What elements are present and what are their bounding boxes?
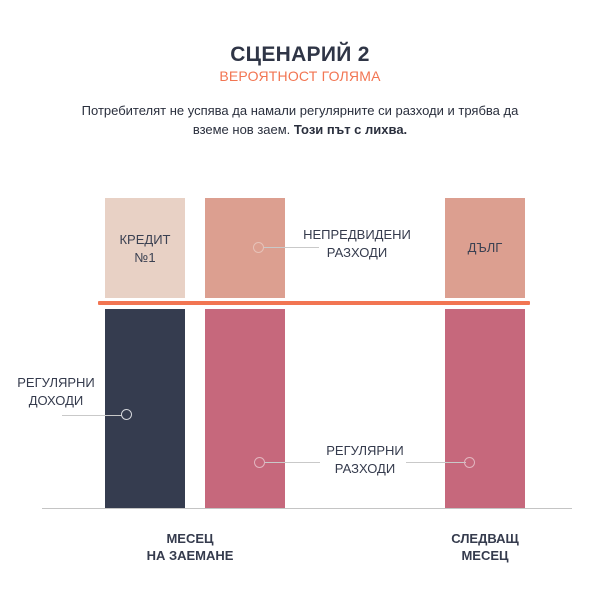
unexpected-callout-line [264,247,319,248]
income-callout-line1: РЕГУЛЯРНИ [17,375,95,390]
x-label-next-month: СЛЕДВАЩ МЕСЕЦ [425,530,545,564]
expenses-callout-dot-left [254,457,265,468]
unexpected-callout-line2: РАЗХОДИ [326,245,388,260]
unexpected-expenses-bar [205,198,285,298]
credit-label: КРЕДИТ №1 [105,231,185,267]
debt-bar: ДЪЛГ [445,198,525,298]
credit-bar: КРЕДИТ №1 [105,198,185,298]
income-callout-dot [121,409,132,420]
debt-label: ДЪЛГ [467,240,503,255]
expenses-callout-line-right [406,462,466,463]
x-label-loan-month: МЕСЕЦ НА ЗАЕМАНЕ [125,530,255,564]
income-callout: РЕГУЛЯРНИ ДОХОДИ [4,374,108,410]
credit-label-line2: №1 [134,250,156,265]
probability-subtitle: ВЕРОЯТНОСТ ГОЛЯМА [219,68,381,84]
description-text: Потребителят не успява да намали регуляр… [81,103,519,137]
description-emphasis: Този път с лихва. [293,122,408,137]
unexpected-expenses-callout: НЕПРЕДВИДЕНИ РАЗХОДИ [292,226,422,262]
expenses-callout-line-left [265,462,320,463]
x-label-loan-month-line2: НА ЗАЕМАНЕ [146,548,234,563]
income-bar [105,309,185,508]
divider-line [98,301,530,305]
baseline [42,508,572,509]
income-callout-line [62,415,122,416]
credit-label-line1: КРЕДИТ [119,232,171,247]
expenses-callout-line2: РАЗХОДИ [334,461,396,476]
unexpected-callout-dot [253,242,264,253]
x-label-next-month-line1: СЛЕДВАЩ [451,531,519,546]
regular-expenses-callout: РЕГУЛЯРНИ РАЗХОДИ [305,442,425,478]
expenses-bar-month1 [205,309,285,508]
expenses-callout-dot-right [464,457,475,468]
x-label-next-month-line2: МЕСЕЦ [461,548,509,563]
scenario-title: СЦЕНАРИЙ 2 [230,43,370,66]
income-callout-line2: ДОХОДИ [28,393,84,408]
expenses-bar-month2 [445,309,525,508]
scenario-description: Потребителят не успява да намали регуляр… [80,101,520,139]
unexpected-callout-line1: НЕПРЕДВИДЕНИ [303,227,411,242]
expenses-callout-line1: РЕГУЛЯРНИ [326,443,404,458]
x-label-loan-month-line1: МЕСЕЦ [166,531,214,546]
